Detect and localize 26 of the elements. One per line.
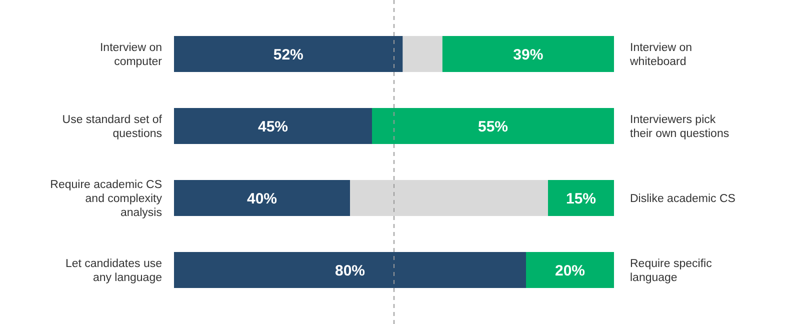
bar — [372, 108, 614, 144]
y-tick-label: Require academic CS and complexity analysis — [50, 179, 162, 219]
bar — [442, 36, 614, 72]
bar — [174, 108, 372, 144]
data-label: 45% — [258, 118, 288, 136]
data-label: 55% — [478, 118, 508, 136]
data-label: 40% — [246, 190, 278, 208]
y-tick-label: Interview on computer — [100, 42, 162, 68]
bar — [548, 180, 614, 216]
bar — [402, 36, 442, 72]
text: Interviewers pick their own questions — [630, 114, 730, 140]
data-label: 80% — [334, 262, 366, 280]
data-label: 20% — [554, 262, 586, 280]
text: Require specific language — [630, 258, 712, 284]
data-label: 15% — [566, 190, 596, 208]
y-tick-label: Use standard set of questions — [62, 114, 163, 140]
data-label: 39% — [513, 46, 544, 64]
bar — [174, 36, 403, 72]
bar — [526, 252, 614, 288]
bar — [174, 252, 526, 288]
text: Dislike academic CS — [630, 193, 736, 206]
y-tick-label: Let candidates use any language — [65, 258, 162, 284]
bar — [350, 180, 548, 216]
bar — [174, 180, 350, 216]
text: Interview on whiteboard — [629, 42, 692, 68]
data-label: 52% — [273, 46, 304, 64]
